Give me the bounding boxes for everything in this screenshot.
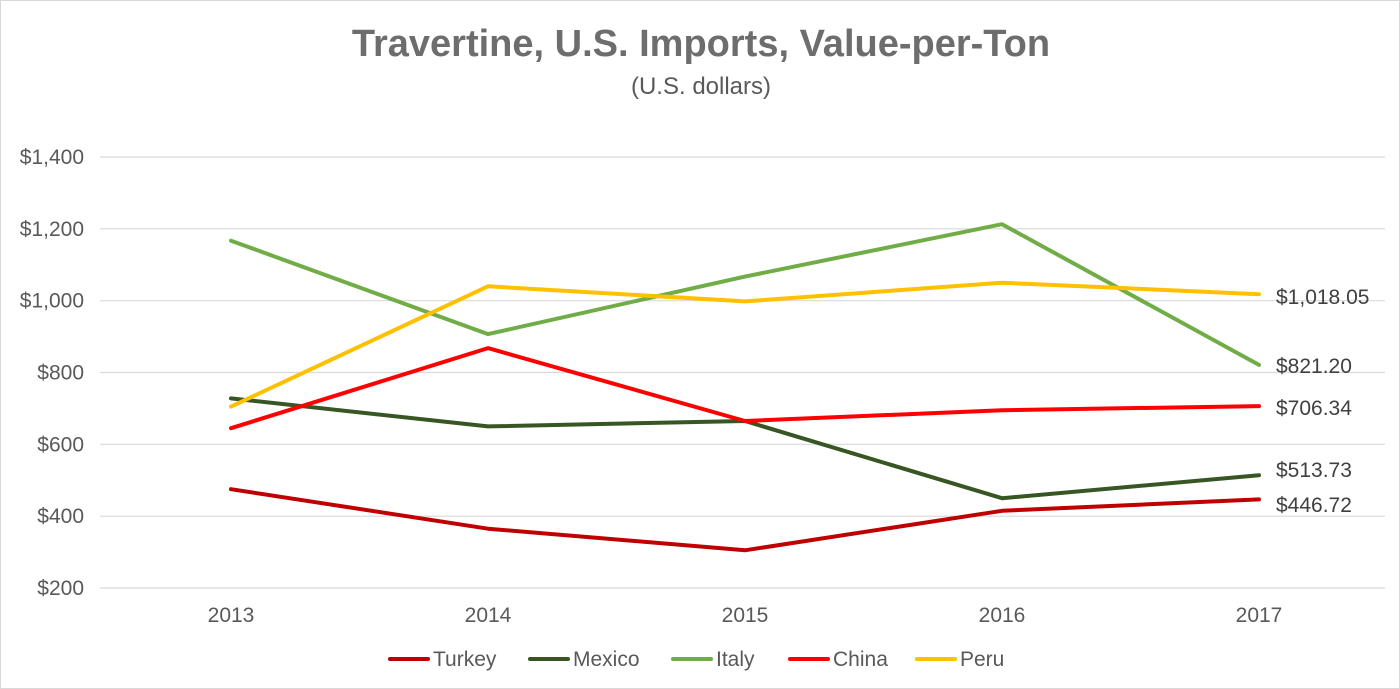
data-label-china: $706.34 xyxy=(1276,397,1352,420)
y-tick-label: $1,000 xyxy=(20,290,84,313)
series-line-mexico xyxy=(229,396,1261,501)
data-label-turkey: $446.72 xyxy=(1276,494,1352,517)
data-label-peru: $1,018.05 xyxy=(1276,286,1369,309)
end-labels: $446.72 $513.73 $821.20 $706.34 $1,018.05 xyxy=(1276,286,1369,517)
x-tick-label: 2013 xyxy=(208,604,255,627)
legend: Turkey Mexico Italy China Peru xyxy=(388,648,1004,671)
data-label-italy: $821.20 xyxy=(1276,355,1352,378)
series-lines xyxy=(229,222,1261,553)
series-line-peru xyxy=(229,280,1261,409)
y-axis-ticks: $200 $400 $600 $800 $1,000 $1,200 $1,400 xyxy=(20,146,84,600)
x-tick-label: 2016 xyxy=(979,604,1026,627)
series-line-italy xyxy=(229,222,1261,367)
gridlines xyxy=(100,156,1385,589)
y-tick-label: $200 xyxy=(37,577,84,600)
series-line-turkey xyxy=(229,487,1261,553)
x-tick-label: 2017 xyxy=(1236,604,1283,627)
x-tick-label: 2014 xyxy=(465,604,512,627)
x-axis-ticks: 2013 2014 2015 2016 2017 xyxy=(208,604,1283,627)
y-tick-label: $1,200 xyxy=(20,218,84,241)
chart-subtitle: (U.S. dollars) xyxy=(630,73,772,100)
series-line-china xyxy=(229,346,1261,431)
legend-label-turkey: Turkey xyxy=(433,648,497,671)
chart-title: Travertine, U.S. Imports, Value-per-Ton xyxy=(351,23,1051,65)
y-tick-label: $600 xyxy=(37,433,84,456)
legend-label-china: China xyxy=(833,648,888,671)
data-label-mexico: $513.73 xyxy=(1276,459,1352,482)
y-tick-label: $800 xyxy=(37,362,84,385)
y-tick-label: $400 xyxy=(37,505,84,528)
legend-label-peru: Peru xyxy=(960,648,1004,671)
legend-label-mexico: Mexico xyxy=(573,648,640,671)
legend-label-italy: Italy xyxy=(716,648,755,671)
x-tick-label: 2015 xyxy=(722,604,769,627)
y-tick-label: $1,400 xyxy=(20,146,84,169)
